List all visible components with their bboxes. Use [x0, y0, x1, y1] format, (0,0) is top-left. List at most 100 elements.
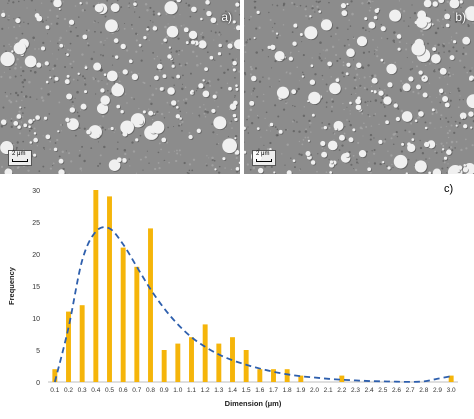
particle: [230, 103, 237, 110]
particle: [204, 67, 208, 71]
particle: [385, 120, 389, 124]
particle: [122, 158, 127, 163]
particle: [65, 79, 70, 84]
particle: [191, 40, 195, 44]
sem-image-a: a) 2 μm: [0, 0, 240, 174]
particle: [160, 87, 164, 91]
particle: [172, 65, 175, 68]
particle: [36, 16, 42, 22]
particle: [444, 14, 450, 20]
particle: [432, 1, 437, 6]
particle: [213, 116, 226, 129]
particle: [324, 126, 327, 129]
particle: [152, 121, 165, 134]
particle: [446, 149, 452, 155]
particle: [356, 63, 361, 68]
particle: [320, 141, 325, 146]
particle: [148, 111, 153, 116]
histogram-bar: [257, 369, 262, 382]
particle: [346, 48, 355, 57]
particle: [349, 137, 354, 142]
particle: [432, 47, 436, 51]
x-tick-label: 0.2: [64, 387, 73, 394]
x-tick-label: 1.9: [296, 387, 305, 394]
particle: [304, 26, 317, 39]
particle: [188, 135, 192, 139]
x-tick-label: 2.3: [351, 387, 360, 394]
particle: [309, 15, 311, 17]
particle: [453, 40, 456, 43]
particle: [374, 16, 378, 20]
particle: [439, 89, 443, 93]
histogram-bar: [175, 344, 180, 382]
scale-bar-a: 2 μm: [8, 150, 32, 166]
histogram-bar: [189, 337, 194, 382]
particle: [233, 114, 237, 118]
particle: [321, 152, 327, 158]
particle: [11, 50, 13, 52]
particle: [356, 104, 362, 110]
particle: [402, 111, 413, 122]
particle: [422, 76, 424, 78]
particle: [57, 130, 59, 132]
particle: [167, 26, 179, 38]
particle: [302, 75, 304, 77]
particle: [132, 74, 138, 80]
particle: [277, 87, 289, 99]
particle: [371, 90, 373, 92]
particle: [424, 142, 429, 147]
x-tick-label: 2.4: [365, 387, 374, 394]
x-tick-label: 0.5: [105, 387, 114, 394]
particle: [411, 42, 425, 56]
particle: [23, 124, 27, 128]
particle: [341, 3, 346, 8]
particle: [236, 88, 239, 91]
x-tick-label: 1.1: [187, 387, 196, 394]
particle: [456, 125, 458, 127]
particle: [86, 130, 91, 135]
particle: [380, 59, 383, 62]
particle: [270, 123, 274, 127]
particle: [163, 38, 167, 42]
x-tick-label: 2.7: [406, 387, 415, 394]
particle: [407, 144, 415, 152]
particle: [214, 168, 216, 170]
particle: [460, 0, 463, 3]
particle: [234, 118, 237, 121]
particle: [227, 43, 232, 48]
particle: [463, 164, 466, 167]
y-axis-title: Frequency: [7, 266, 16, 305]
particle: [213, 95, 217, 99]
scale-bar-line-b: [256, 159, 272, 162]
particle: [461, 117, 463, 119]
x-tick-label: 0.7: [132, 387, 141, 394]
particle: [233, 68, 236, 71]
y-tick-label: 10: [32, 316, 40, 323]
particle: [257, 127, 260, 130]
panel-label-c: c): [444, 183, 453, 195]
x-tick-label: 2.2: [337, 387, 346, 394]
particle: [15, 18, 20, 23]
particle: [305, 151, 310, 156]
particle: [135, 138, 138, 141]
particle: [143, 110, 146, 113]
x-tick-label: 3.0: [447, 387, 456, 394]
particle: [70, 107, 75, 112]
x-tick-label: 1.8: [283, 387, 292, 394]
particle: [293, 159, 296, 162]
particle: [383, 96, 391, 104]
particle: [154, 75, 159, 80]
particle: [279, 54, 284, 59]
histogram-bar: [271, 369, 276, 382]
scale-bar-line-a: [12, 159, 28, 162]
particle: [222, 138, 237, 153]
particle: [59, 44, 63, 48]
particle: [367, 167, 371, 171]
particle: [79, 2, 81, 4]
particle: [211, 17, 217, 23]
particle: [105, 19, 118, 32]
particle: [270, 45, 275, 50]
particle: [352, 128, 355, 131]
sem-micrograph-a: [0, 0, 240, 174]
particle: [179, 117, 182, 120]
